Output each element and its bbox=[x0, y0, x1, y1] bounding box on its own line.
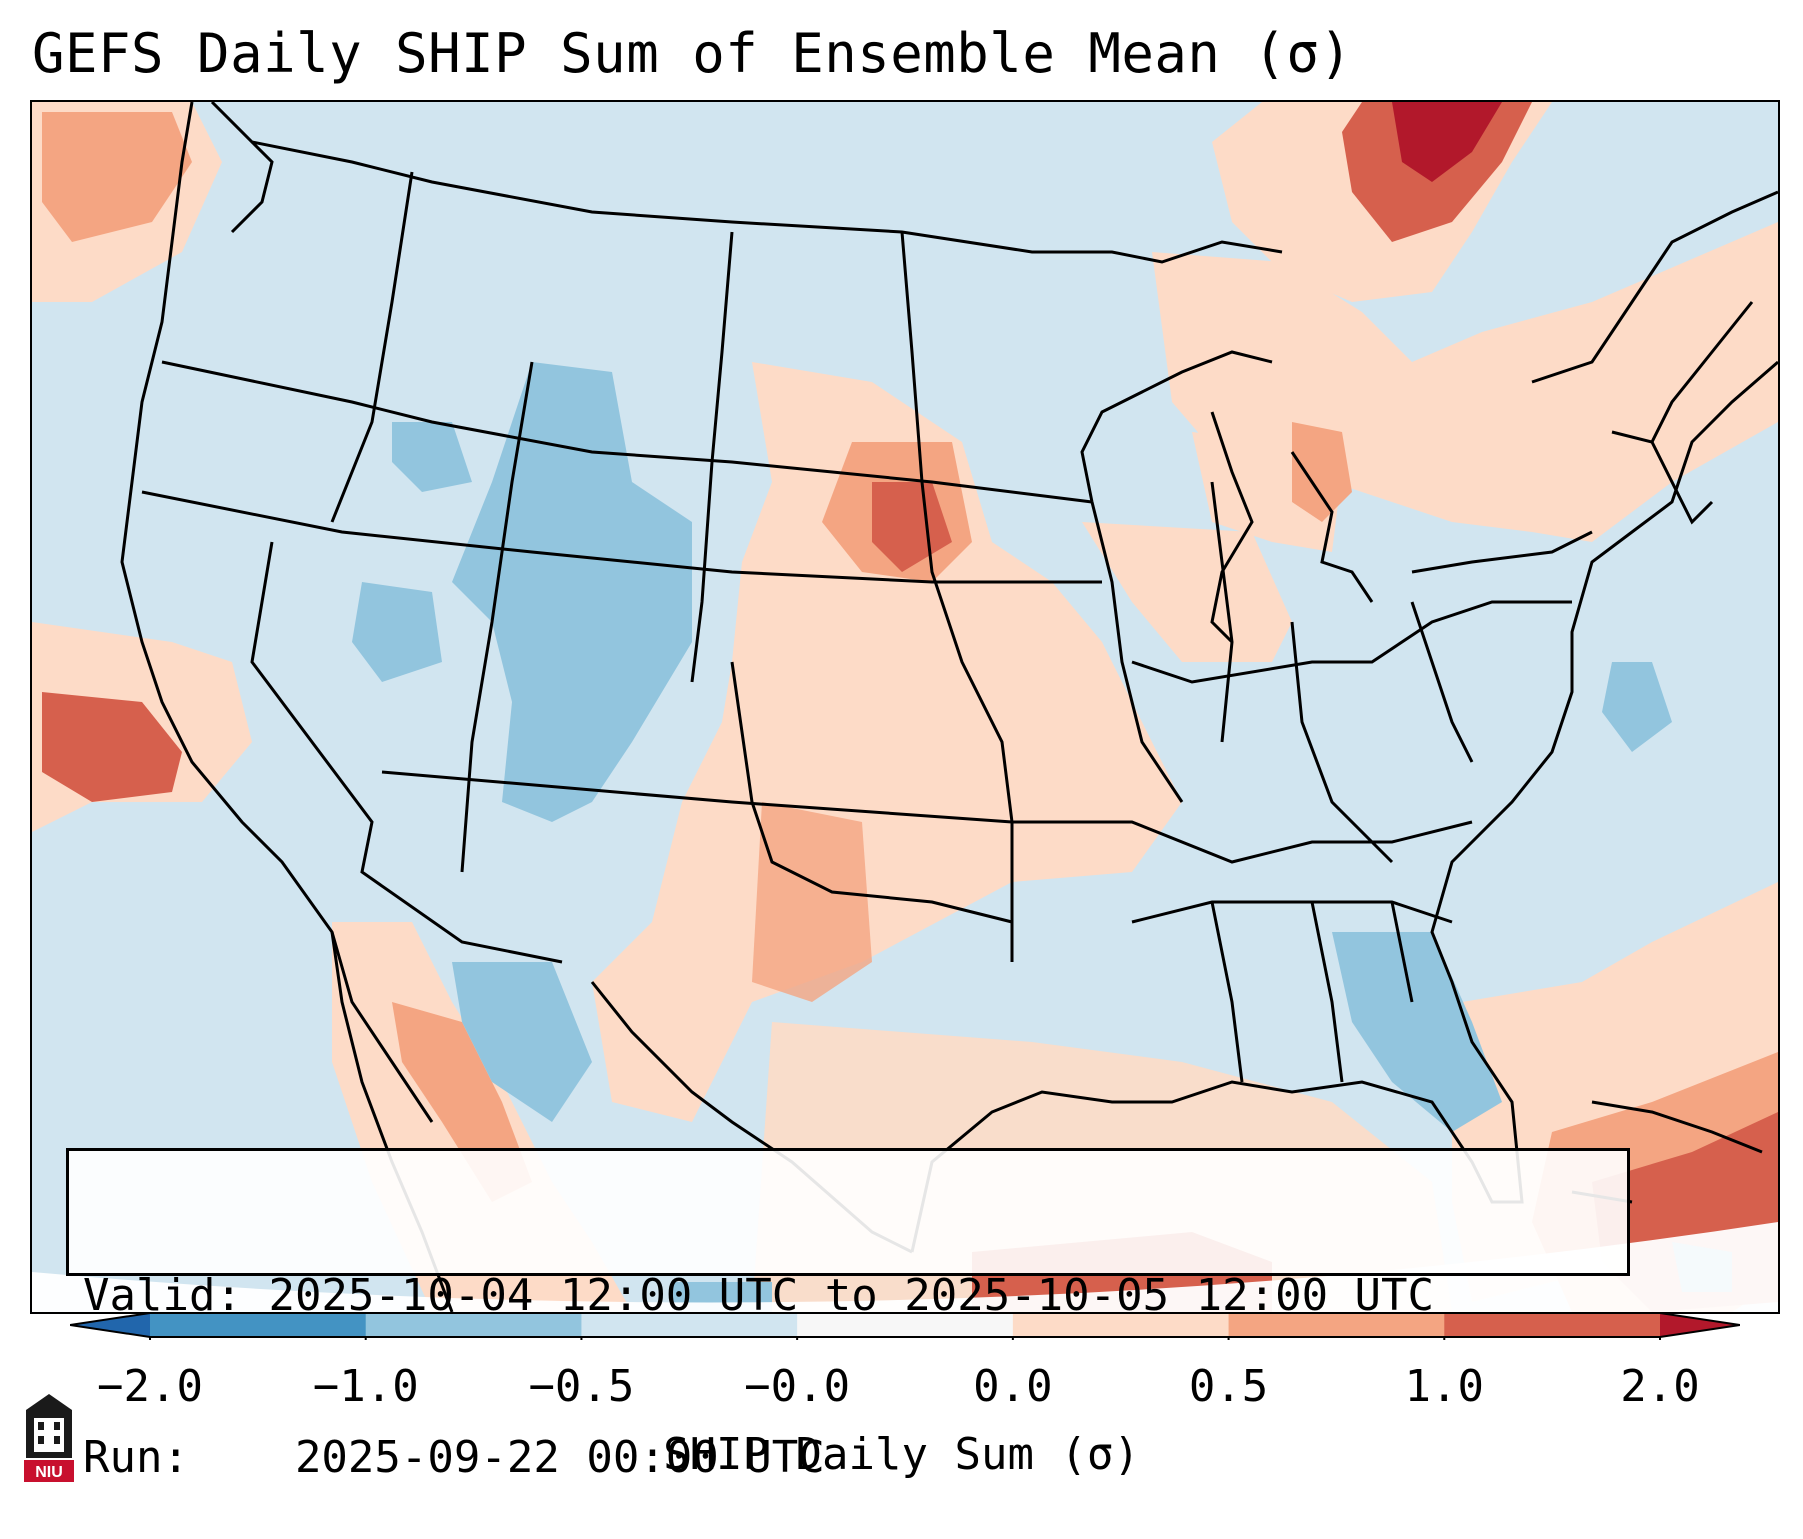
chart-title: GEFS Daily SHIP Sum of Ensemble Mean (σ) bbox=[32, 22, 1353, 85]
logo-text: NIU bbox=[35, 1464, 63, 1481]
colorbar-segment bbox=[797, 1313, 1014, 1337]
colorbar-extend-low bbox=[70, 1313, 150, 1337]
map-panel bbox=[30, 100, 1780, 1314]
colorbar-tick-label: 2.0 bbox=[1620, 1361, 1700, 1412]
projection-edge bbox=[32, 1222, 1778, 1312]
colorbar-segments bbox=[70, 1313, 1740, 1337]
valid-run-info-box: Valid: 2025-10-04 12:00 UTC to 2025-10-0… bbox=[66, 1148, 1630, 1483]
colorbar-segment bbox=[1012, 1313, 1230, 1337]
colorbar-tick-label: −2.0 bbox=[97, 1361, 203, 1412]
colorbar-tick-label: 0.0 bbox=[973, 1361, 1053, 1412]
colorbar-tick-label: −1.0 bbox=[312, 1361, 419, 1412]
colorbar-tick-label: −0.0 bbox=[744, 1361, 851, 1412]
niu-logo: NIU bbox=[24, 1394, 74, 1482]
colorbar-segment bbox=[150, 1313, 367, 1337]
map-canvas bbox=[32, 102, 1778, 1312]
run-row: Run: 2025-09-22 00:00 UTC bbox=[83, 1431, 1627, 1485]
colorbar-outline bbox=[70, 1312, 1740, 1338]
colorbar bbox=[70, 1312, 1740, 1340]
coastlines-and-borders bbox=[120, 102, 1778, 1312]
colorbar-segment bbox=[1444, 1313, 1661, 1337]
run-label: Run: bbox=[83, 1432, 189, 1483]
colorbar-tick-label: −0.5 bbox=[528, 1361, 635, 1412]
colorbar-segment bbox=[581, 1313, 798, 1337]
colorbar-extend-high bbox=[1660, 1313, 1740, 1337]
colorbar-tick-label: 1.0 bbox=[1404, 1361, 1485, 1412]
run-value: 2025-09-22 00:00 UTC bbox=[294, 1432, 825, 1483]
colorbar-segment bbox=[1228, 1313, 1445, 1337]
colorbar-segment bbox=[365, 1313, 582, 1337]
colorbar-label: SHIP Daily Sum (σ) bbox=[663, 1429, 1140, 1480]
colorbar-tick-label: 0.5 bbox=[1188, 1361, 1269, 1412]
